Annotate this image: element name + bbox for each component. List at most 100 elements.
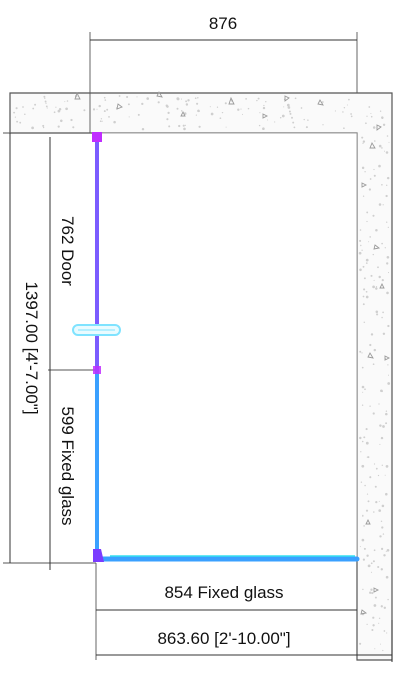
concrete-speck [383, 554, 386, 557]
concrete-speck [219, 117, 222, 120]
concrete-speck [197, 110, 200, 113]
concrete-speck [368, 106, 371, 108]
concrete-speck [300, 107, 303, 109]
concrete-speck [371, 592, 374, 595]
concrete-speck [380, 547, 384, 551]
concrete-speck [166, 118, 169, 121]
concrete-speck [381, 279, 384, 282]
concrete-speck [350, 113, 352, 115]
concrete-speck [343, 127, 345, 130]
concrete-speck [363, 321, 366, 324]
concrete-speck [378, 275, 381, 279]
shower-interior [95, 132, 358, 561]
concrete-speck [362, 295, 365, 298]
concrete-speck [369, 178, 372, 180]
concrete-speck [378, 622, 380, 624]
extension-lines [3, 32, 358, 660]
concrete-speck [237, 108, 240, 111]
concrete-speck [386, 184, 388, 186]
concrete-speck [183, 127, 186, 131]
concrete-speck [370, 562, 373, 565]
concrete-speck [388, 141, 390, 143]
concrete-speck [372, 616, 375, 619]
concrete-speck [370, 115, 373, 118]
concrete-speck [373, 463, 376, 465]
concrete-speck [99, 120, 102, 122]
concrete-speck [286, 103, 290, 107]
concrete-speck [32, 107, 35, 110]
concrete-speck [221, 111, 224, 114]
concrete-speck [383, 630, 386, 632]
concrete-speck [374, 485, 377, 488]
concrete-speck [385, 412, 388, 416]
concrete-speck [365, 441, 369, 445]
left-overall-label: 1397.00 [4'-7.00"] [22, 281, 41, 414]
concrete-speck [363, 288, 366, 291]
concrete-speck [259, 112, 261, 114]
concrete-speck [369, 343, 372, 347]
concrete-speck [367, 456, 370, 459]
concrete-speck [381, 526, 384, 529]
concrete-speck [360, 451, 362, 453]
concrete-speck [380, 389, 383, 393]
concrete-speck [381, 242, 383, 245]
concrete-speck [106, 108, 109, 111]
concrete-speck [141, 127, 145, 131]
concrete-speck [292, 121, 295, 124]
concrete-speck [305, 126, 308, 129]
concrete-speck [375, 500, 378, 504]
concrete-speck [362, 265, 365, 268]
concrete-speck [247, 107, 250, 110]
concrete-speck [366, 115, 368, 117]
concrete-speck [387, 226, 389, 229]
concrete-speck [322, 124, 324, 126]
concrete-speck [256, 99, 258, 102]
concrete-speck [274, 121, 276, 123]
concrete-speck [34, 103, 37, 106]
concrete-speck [348, 98, 350, 101]
concrete-speck [307, 119, 309, 121]
corner-joint-icon [93, 549, 104, 562]
concrete-speck [386, 548, 390, 552]
concrete-speck [283, 106, 285, 108]
concrete-speck [385, 410, 388, 412]
concrete-speck [182, 124, 185, 127]
concrete-speck [281, 114, 285, 118]
concrete-speck [197, 97, 199, 99]
concrete-speck [43, 95, 46, 98]
concrete-speck [373, 348, 377, 352]
concrete-speck [42, 126, 45, 129]
concrete-speck [70, 118, 73, 122]
concrete-speck [375, 287, 378, 290]
concrete-speck [381, 316, 383, 319]
concrete-speck [45, 102, 47, 104]
concrete-speck [361, 352, 363, 354]
concrete-speck [257, 97, 260, 100]
concrete-speck [60, 119, 63, 123]
concrete-speck [373, 511, 375, 513]
concrete-speck [387, 324, 390, 328]
concrete-speck [210, 112, 214, 116]
concrete-speck [387, 364, 389, 366]
concrete-speck [378, 164, 381, 168]
concrete-speck [362, 142, 364, 144]
concrete-speck [382, 311, 384, 314]
concrete-speck [216, 106, 219, 108]
concrete-speck [128, 116, 130, 118]
concrete-aggregate [74, 91, 391, 615]
concrete-speck [378, 509, 382, 512]
concrete-speck [180, 110, 183, 112]
concrete-speck [377, 474, 380, 477]
concrete-speck [101, 120, 103, 122]
concrete-speck [294, 97, 297, 100]
concrete-speck [225, 126, 227, 128]
concrete-speck [289, 112, 292, 115]
concrete-speck [185, 100, 188, 103]
concrete-speck [364, 484, 366, 487]
concrete-speck [136, 96, 138, 98]
concrete-speck [241, 113, 244, 115]
concrete-speck [373, 279, 375, 281]
bottom-fixed-glass-label: 854 Fixed glass [164, 583, 283, 602]
concrete-speck [376, 313, 379, 316]
